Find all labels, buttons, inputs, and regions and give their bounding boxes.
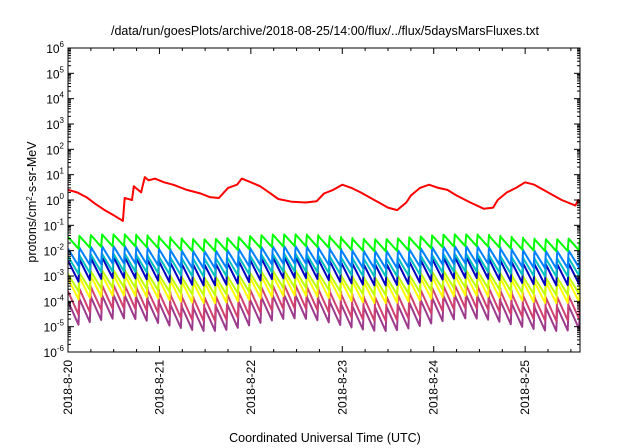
y-tick-label-base: 10 — [46, 194, 60, 208]
x-axis-label: Coordinated Universal Time (UTC) — [229, 431, 421, 445]
y-tick-label-exponent: 4 — [60, 91, 65, 100]
y-tick-label: 10-5 — [44, 319, 65, 335]
y-tick-label-exponent: -1 — [57, 217, 65, 226]
y-tick-label-exponent: 2 — [60, 141, 65, 150]
x-tick-label: 2018-8-21 — [152, 360, 166, 415]
x-tick-label: 2018-8-23 — [335, 360, 349, 415]
y-axis: 10-610-510-410-310-210-11001011021031041… — [44, 40, 580, 360]
y-tick-label: 10-6 — [44, 344, 65, 360]
y-tick-label-exponent: 1 — [60, 167, 65, 176]
chart-title: /data/run/goesPlots/archive/2018-08-25/1… — [111, 24, 540, 38]
series-layer — [68, 176, 580, 332]
series-line — [68, 283, 580, 322]
x-tick-label: 2018-8-22 — [244, 360, 258, 415]
plot-frame — [67, 47, 581, 353]
y-tick-label-base: 10 — [44, 245, 58, 259]
y-tick-label-base: 10 — [44, 219, 58, 233]
y-tick-label-base: 10 — [46, 118, 60, 132]
x-tick-label: 2018-8-20 — [61, 360, 75, 415]
y-tick-label-exponent: -3 — [57, 268, 65, 277]
y-tick-label-base: 10 — [44, 321, 58, 335]
y-tick-label-exponent: -2 — [57, 243, 65, 252]
y-tick-label-exponent: -5 — [57, 319, 65, 328]
y-tick-label-exponent: 3 — [60, 116, 65, 125]
y-tick-label-base: 10 — [46, 93, 60, 107]
x-axis: 2018-8-20 2018-8-21 2018-8-22 2018-8-23 2018… — [61, 48, 572, 415]
y-tick-label: 105 — [46, 65, 64, 81]
y-tick-label: 10-1 — [44, 217, 65, 233]
y-axis-label: protons/cm2-s-sr-MeV — [25, 141, 40, 263]
series-line — [68, 269, 580, 297]
y-tick-label: 101 — [46, 167, 64, 183]
y-tick-label-base: 10 — [44, 270, 58, 284]
y-tick-label-base: 10 — [46, 42, 60, 56]
y-tick-label: 10-4 — [44, 293, 65, 309]
x-tick-label: 2018-8-25 — [518, 360, 532, 415]
y-tick-label-base: 10 — [46, 143, 60, 157]
y-tick-label-base: 10 — [44, 295, 58, 309]
y-tick-label: 100 — [46, 192, 64, 208]
y-tick-label-base: 10 — [44, 346, 58, 360]
series-line — [68, 294, 580, 332]
y-axis-label-post: -s-sr-MeV — [25, 141, 39, 197]
y-tick-label-exponent: 5 — [60, 65, 65, 74]
y-tick-label: 103 — [46, 116, 64, 132]
y-tick-label: 10-2 — [44, 243, 65, 259]
y-tick-label: 106 — [46, 40, 64, 56]
y-axis-label-pre: protons/cm — [25, 201, 39, 263]
series-line — [68, 233, 580, 253]
y-axis-label-sup: 2 — [25, 196, 34, 201]
y-tick-label: 104 — [46, 91, 64, 107]
y-tick-label-exponent: 6 — [60, 40, 65, 49]
y-tick-label-base: 10 — [46, 67, 60, 81]
y-tick-label-base: 10 — [46, 169, 60, 183]
x-tick-label: 2018-8-24 — [427, 360, 441, 415]
y-tick-label: 10-3 — [44, 268, 65, 284]
y-tick-label-exponent: 0 — [60, 192, 65, 201]
y-tick-label-exponent: -4 — [57, 293, 65, 302]
series-line — [68, 176, 580, 222]
series-line — [68, 245, 580, 270]
y-tick-label-exponent: -6 — [57, 344, 65, 353]
y-tick-label: 102 — [46, 141, 64, 157]
series-line — [68, 252, 580, 278]
